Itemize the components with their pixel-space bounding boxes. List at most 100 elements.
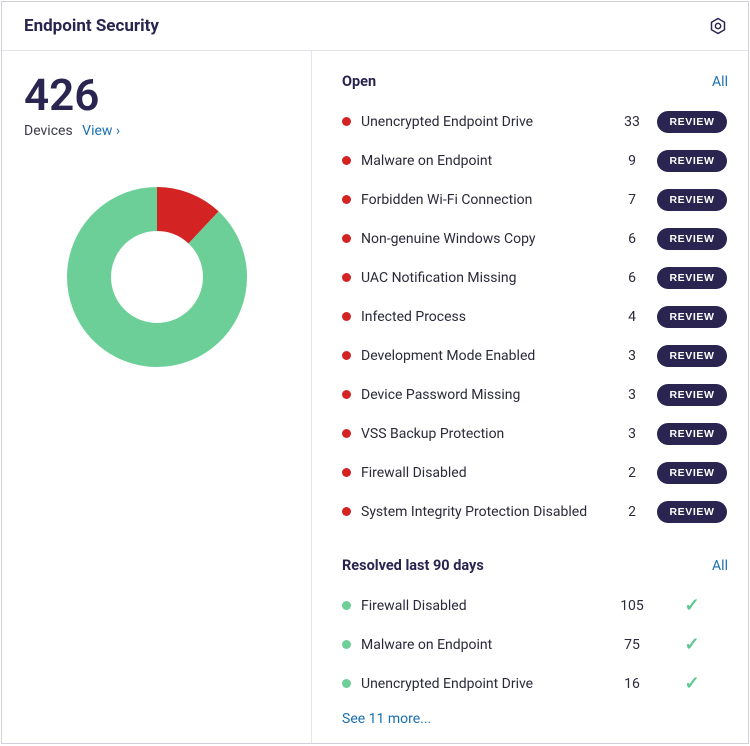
issue-action: REVIEW (656, 150, 728, 172)
issue-action: REVIEW (656, 462, 728, 484)
open-issue-row: Infected Process4REVIEW (342, 297, 728, 336)
review-button[interactable]: REVIEW (657, 150, 726, 172)
check-icon: ✓ (684, 595, 699, 616)
issue-action: REVIEW (656, 189, 728, 211)
open-issues-list: Unencrypted Endpoint Drive33REVIEWMalwar… (342, 102, 728, 531)
open-all-link[interactable]: All (712, 74, 728, 90)
issue-label: Firewall Disabled (361, 598, 608, 614)
issue-label: Forbidden Wi-Fi Connection (361, 192, 608, 208)
issue-count: 7 (608, 192, 656, 208)
review-button[interactable]: REVIEW (657, 345, 726, 367)
severity-dot-icon (342, 312, 351, 321)
issue-count: 3 (608, 426, 656, 442)
open-issue-row: VSS Backup Protection3REVIEW (342, 414, 728, 453)
review-button[interactable]: REVIEW (657, 306, 726, 328)
open-issue-row: Unencrypted Endpoint Drive33REVIEW (342, 102, 728, 141)
severity-dot-icon (342, 156, 351, 165)
issue-count: 6 (608, 231, 656, 247)
issue-count: 3 (608, 348, 656, 364)
issue-label: Firewall Disabled (361, 465, 608, 481)
view-devices-link[interactable]: View › (82, 123, 120, 139)
review-button[interactable]: REVIEW (657, 462, 726, 484)
resolved-issues-list: Firewall Disabled105✓Malware on Endpoint… (342, 586, 728, 703)
issue-count: 75 (608, 637, 656, 653)
severity-dot-icon (342, 234, 351, 243)
issue-count: 2 (608, 465, 656, 481)
severity-dot-icon (342, 429, 351, 438)
resolved-section-header: Resolved last 90 days All (342, 557, 728, 574)
summary-panel: 426 Devices View › (2, 51, 312, 743)
device-count-label: Devices (24, 123, 73, 139)
issue-label: Unencrypted Endpoint Drive (361, 114, 608, 130)
issue-action: REVIEW (656, 111, 728, 133)
resolved-all-link[interactable]: All (712, 558, 728, 574)
issue-action: ✓ (656, 634, 728, 655)
review-button[interactable]: REVIEW (657, 267, 726, 289)
issue-label: Non-genuine Windows Copy (361, 231, 608, 247)
severity-dot-icon (342, 351, 351, 360)
device-count: 426 (24, 73, 289, 117)
check-icon: ✓ (684, 673, 699, 694)
issue-label: VSS Backup Protection (361, 426, 608, 442)
issue-action: REVIEW (656, 384, 728, 406)
settings-icon[interactable] (708, 16, 728, 36)
open-issue-row: Malware on Endpoint9REVIEW (342, 141, 728, 180)
severity-dot-icon (342, 273, 351, 282)
open-issue-row: UAC Notification Missing6REVIEW (342, 258, 728, 297)
endpoint-security-card: Endpoint Security 426 Devices View › Ope… (1, 1, 749, 744)
issue-count: 9 (608, 153, 656, 169)
check-icon: ✓ (684, 634, 699, 655)
device-count-subrow: Devices View › (24, 123, 289, 139)
issue-action: REVIEW (656, 228, 728, 250)
issue-action: REVIEW (656, 306, 728, 328)
open-issue-row: Device Password Missing3REVIEW (342, 375, 728, 414)
resolved-issue-row: Firewall Disabled105✓ (342, 586, 728, 625)
open-issue-row: Firewall Disabled2REVIEW (342, 453, 728, 492)
review-button[interactable]: REVIEW (657, 228, 726, 250)
review-button[interactable]: REVIEW (657, 423, 726, 445)
open-issue-row: Forbidden Wi-Fi Connection7REVIEW (342, 180, 728, 219)
resolved-section-title: Resolved last 90 days (342, 557, 484, 574)
open-section-header: Open All (342, 73, 728, 90)
review-button[interactable]: REVIEW (657, 111, 726, 133)
issue-count: 4 (608, 309, 656, 325)
open-issue-row: System Integrity Protection Disabled2REV… (342, 492, 728, 531)
status-dot-icon (342, 640, 351, 649)
issue-action: REVIEW (656, 267, 728, 289)
card-body: 426 Devices View › Open All Unencrypted … (2, 51, 748, 743)
issue-label: Device Password Missing (361, 387, 608, 403)
review-button[interactable]: REVIEW (657, 501, 726, 523)
issues-panel: Open All Unencrypted Endpoint Drive33REV… (312, 51, 748, 743)
see-more-link[interactable]: See 11 more... (342, 711, 431, 727)
resolved-issue-row: Unencrypted Endpoint Drive16 ✓ (342, 664, 728, 703)
card-header: Endpoint Security (2, 2, 748, 51)
issue-action: ✓ (656, 673, 728, 694)
severity-dot-icon (342, 117, 351, 126)
issue-count: 16 (608, 676, 656, 692)
issue-count: 33 (608, 114, 656, 130)
status-dot-icon (342, 601, 351, 610)
issue-action: ✓ (656, 595, 728, 616)
issue-count: 6 (608, 270, 656, 286)
open-issue-row: Development Mode Enabled3REVIEW (342, 336, 728, 375)
open-section-title: Open (342, 73, 376, 90)
severity-dot-icon (342, 390, 351, 399)
status-dot-icon (342, 679, 351, 688)
review-button[interactable]: REVIEW (657, 384, 726, 406)
review-button[interactable]: REVIEW (657, 189, 726, 211)
resolved-issue-row: Malware on Endpoint75✓ (342, 625, 728, 664)
donut-chart-container (24, 187, 289, 367)
issue-label: System Integrity Protection Disabled (361, 504, 608, 520)
severity-dot-icon (342, 195, 351, 204)
issue-label: Infected Process (361, 309, 608, 325)
severity-dot-icon (342, 468, 351, 477)
issue-count: 2 (608, 504, 656, 520)
issue-label: UAC Notification Missing (361, 270, 608, 286)
issue-action: REVIEW (656, 423, 728, 445)
donut-chart (67, 187, 247, 367)
severity-dot-icon (342, 507, 351, 516)
issue-label: Malware on Endpoint (361, 153, 608, 169)
issue-count: 3 (608, 387, 656, 403)
card-title: Endpoint Security (24, 16, 159, 36)
issue-label: Unencrypted Endpoint Drive (361, 676, 608, 692)
